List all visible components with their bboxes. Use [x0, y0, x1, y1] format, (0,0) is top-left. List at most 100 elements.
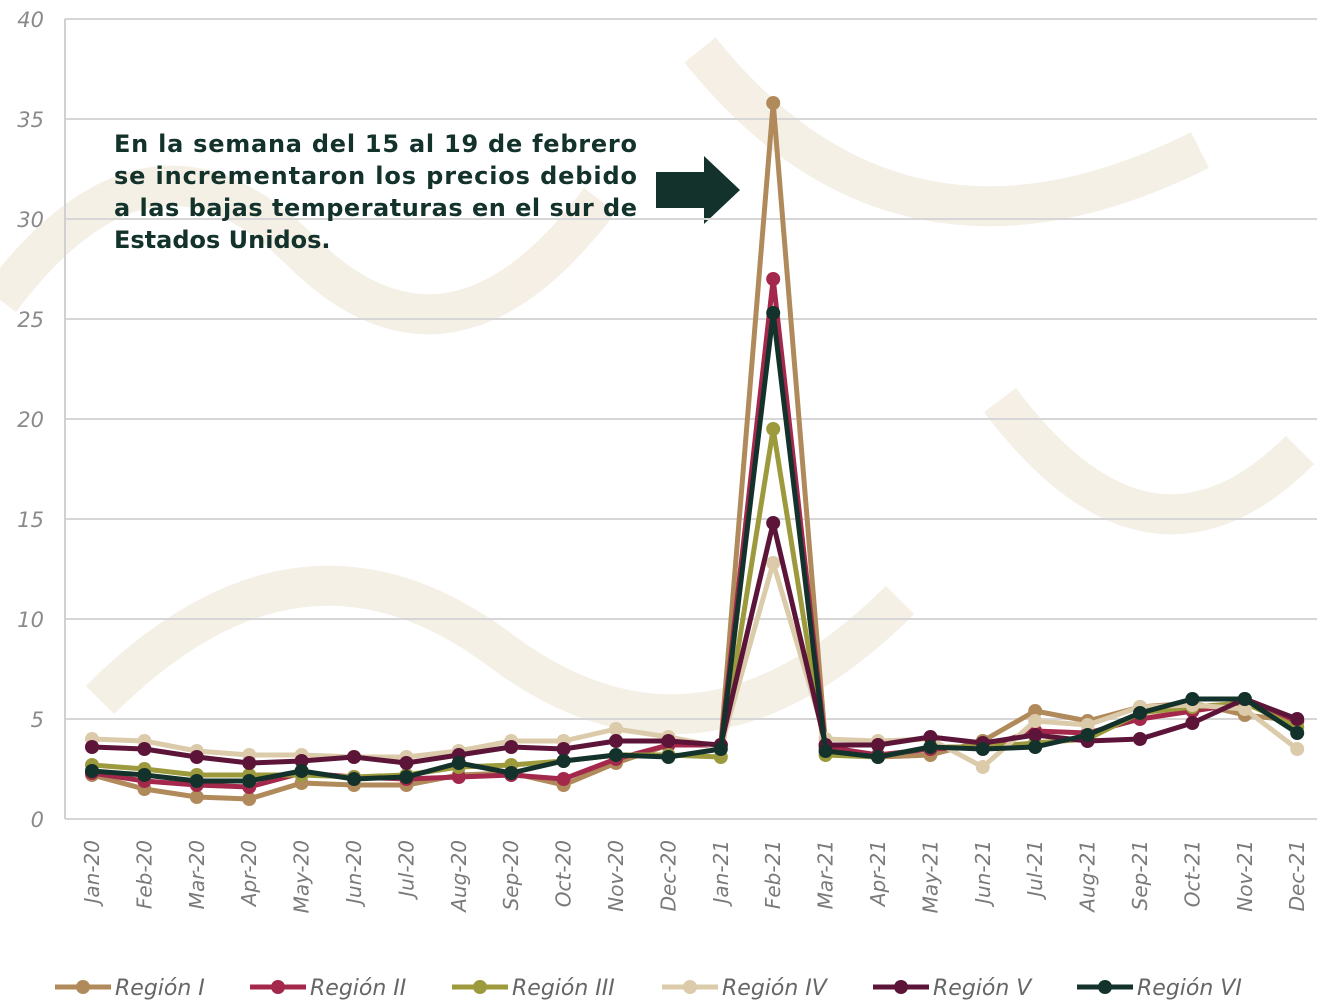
y-tick-label: 20: [17, 408, 44, 432]
x-tick-label: May-20: [290, 840, 314, 913]
x-tick-label: Jun-21: [971, 840, 995, 908]
point: [242, 792, 257, 806]
legend-dot: [683, 980, 697, 994]
point: [347, 772, 361, 786]
annotation-line: se incrementaron los precios debido: [114, 162, 637, 190]
point: [871, 750, 885, 764]
point: [451, 756, 466, 770]
point: [975, 742, 990, 756]
point: [871, 738, 885, 752]
x-tick-label: Jun-20: [342, 840, 366, 908]
legend-dot: [76, 980, 90, 994]
x-tick-label: Nov-21: [1233, 840, 1257, 912]
point: [609, 722, 623, 736]
legend-dot: [894, 980, 908, 994]
point: [661, 734, 676, 748]
legend-label: Región IV: [722, 976, 829, 1001]
y-tick-label: 25: [17, 308, 44, 332]
y-tick-label: 35: [17, 108, 44, 132]
x-tick-label: Sep-20: [499, 840, 523, 910]
point: [189, 774, 204, 788]
point: [609, 734, 623, 748]
point: [1028, 714, 1043, 728]
y-tick-label: 15: [17, 508, 44, 532]
point: [1080, 718, 1095, 732]
x-tick-label: Sep-21: [1128, 840, 1152, 910]
legend-dot: [271, 980, 285, 994]
x-tick-label: Jul-20: [394, 840, 418, 901]
point: [1290, 712, 1305, 726]
x-tick-label: Mar-20: [185, 840, 209, 909]
point: [766, 556, 781, 570]
point: [189, 750, 204, 764]
point: [347, 750, 361, 764]
y-tick-label: 5: [31, 708, 44, 732]
legend-label: Región V: [933, 976, 1033, 1001]
x-tick-label: Feb-20: [132, 840, 156, 909]
point: [504, 766, 519, 780]
point: [1290, 742, 1305, 756]
point: [713, 742, 728, 756]
point: [504, 740, 519, 754]
y-tick-label: 30: [17, 208, 44, 232]
point: [85, 764, 99, 778]
watermark: [0, 37, 1315, 735]
point: [85, 740, 99, 754]
x-tick-label: Apr-20: [237, 840, 261, 908]
point: [766, 422, 781, 436]
x-tick-label: Aug-21: [1076, 840, 1100, 914]
legend-label: Región I: [115, 976, 205, 1001]
x-tick-label: May-21: [918, 840, 942, 913]
point: [451, 770, 466, 784]
point: [399, 770, 414, 784]
point: [766, 96, 781, 110]
annotation-line: Estados Unidos.: [114, 226, 331, 254]
annotation-line: En la semana del 15 al 19 de febrero: [114, 130, 637, 158]
legend-label: Región III: [512, 976, 615, 1001]
point: [766, 516, 781, 530]
point: [1290, 726, 1305, 740]
x-tick-label: Aug-20: [447, 840, 471, 914]
point: [556, 772, 571, 786]
point: [1133, 706, 1147, 720]
point: [1028, 728, 1043, 742]
y-tick-label: 40: [17, 8, 44, 32]
x-tick-label: Dec-21: [1285, 840, 1309, 911]
series-line: [91, 520, 1299, 766]
point: [242, 774, 257, 788]
point: [766, 306, 781, 320]
point: [1028, 740, 1043, 754]
point: [609, 748, 623, 762]
x-tick-label: Oct-21: [1180, 840, 1204, 907]
point: [189, 790, 204, 804]
series-line: [91, 310, 1299, 784]
x-tick-label: Oct-20: [552, 840, 576, 907]
point: [556, 742, 571, 756]
point: [294, 754, 309, 768]
point: [294, 764, 309, 778]
y-tick-label: 10: [17, 608, 44, 632]
point: [661, 750, 676, 764]
point: [1185, 716, 1200, 730]
point: [137, 742, 152, 756]
point: [975, 760, 990, 774]
arrow: [656, 156, 740, 224]
legend-label: Región VI: [1137, 976, 1242, 1001]
x-tick-label: Jan-21: [709, 840, 733, 908]
x-tick-label: Apr-21: [866, 840, 890, 908]
point: [1237, 692, 1252, 706]
x-tick-label: Dec-20: [656, 840, 680, 911]
legend-label: Región II: [310, 976, 406, 1001]
point: [137, 768, 152, 782]
legend-dot: [473, 980, 487, 994]
point: [1237, 702, 1252, 716]
point: [242, 756, 257, 770]
point: [923, 730, 938, 744]
point: [923, 740, 938, 754]
point: [1133, 732, 1147, 746]
point: [766, 272, 781, 286]
legend-dot: [1098, 980, 1112, 994]
x-tick-label: Jan-20: [80, 840, 104, 908]
point: [1185, 692, 1200, 706]
